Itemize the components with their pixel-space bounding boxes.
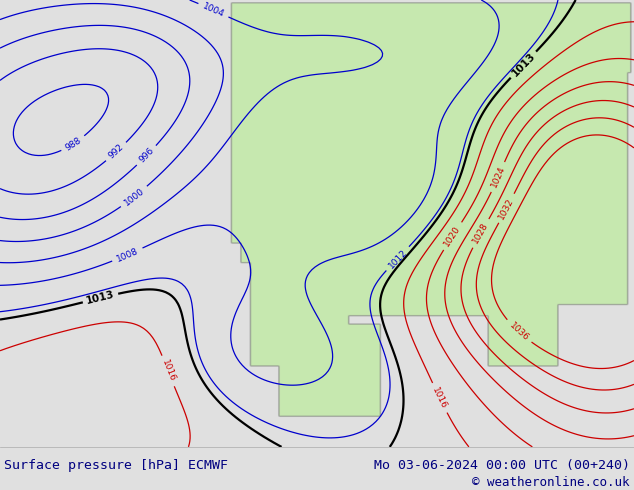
Text: 1004: 1004	[201, 1, 226, 19]
Text: Surface pressure [hPa] ECMWF: Surface pressure [hPa] ECMWF	[4, 459, 228, 472]
Text: 1008: 1008	[115, 246, 139, 264]
Text: 1013: 1013	[510, 51, 537, 78]
Text: 988: 988	[63, 135, 83, 152]
Text: 1024: 1024	[489, 165, 507, 189]
Text: 1036: 1036	[507, 320, 530, 343]
Text: 992: 992	[107, 143, 126, 161]
Text: 1016: 1016	[160, 359, 176, 383]
Text: 1016: 1016	[430, 386, 449, 410]
Text: 1020: 1020	[443, 224, 463, 248]
Text: 1032: 1032	[497, 196, 516, 220]
Text: Mo 03-06-2024 00:00 UTC (00+240): Mo 03-06-2024 00:00 UTC (00+240)	[374, 459, 630, 472]
Text: 1013: 1013	[85, 290, 116, 306]
Text: 1000: 1000	[122, 186, 146, 207]
Text: © weatheronline.co.uk: © weatheronline.co.uk	[472, 476, 630, 489]
Text: 996: 996	[138, 146, 156, 165]
Text: 1012: 1012	[387, 247, 409, 270]
Text: 1028: 1028	[471, 221, 490, 245]
